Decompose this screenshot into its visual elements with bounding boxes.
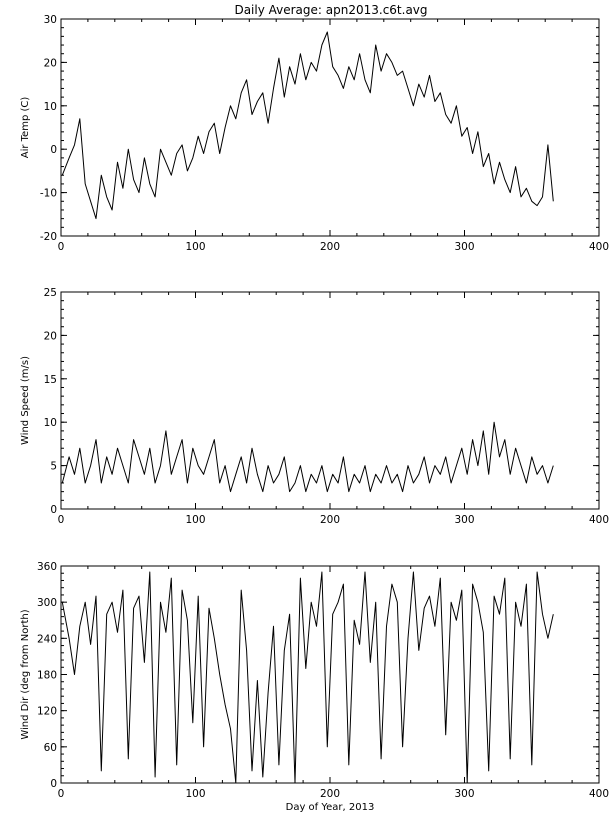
x-tick-label: 200	[320, 514, 340, 526]
panel-1: 0 100 200 300 400 -20 -10 0 10 20 30 Air Temp (C)	[20, 14, 609, 253]
series-line	[61, 571, 554, 784]
x-tick-label: 400	[589, 241, 609, 253]
y-tick-label: 20	[44, 57, 57, 69]
x-tick-label: 0	[58, 788, 65, 800]
y-tick-label: 180	[37, 670, 57, 682]
y-tick-label: -10	[40, 188, 57, 200]
y-tick-label: 10	[44, 101, 57, 113]
y-tick-label: 0	[50, 144, 57, 156]
x-tick-label: 100	[185, 241, 205, 253]
plot-frame	[60, 291, 600, 510]
y-tick-label: 120	[37, 706, 57, 718]
y-tick-label: 5	[50, 461, 57, 473]
chart-title: Daily Average: apn2013.c6t.avg	[234, 3, 427, 17]
panel-2: 0 100 200 300 400 0 5 10 15 20 25 Wind Speed (m/s)	[20, 287, 609, 526]
x-tick-label: 300	[454, 514, 474, 526]
series-line	[61, 421, 554, 493]
x-tick-label: 400	[589, 788, 609, 800]
x-tick-label: 200	[320, 788, 340, 800]
y-tick-label: 30	[44, 14, 57, 26]
y-tick-label: 300	[37, 597, 57, 609]
series-line	[61, 31, 554, 220]
y-tick-label: 15	[44, 374, 57, 386]
x-axis-title: Day of Year, 2013	[286, 802, 375, 813]
y-axis-title: Air Temp (C)	[20, 97, 31, 159]
y-axis-title: Wind Dir (deg from North)	[20, 609, 31, 739]
x-tick-label: 300	[454, 241, 474, 253]
y-tick-label: 240	[37, 633, 57, 645]
x-tick-label: 400	[589, 514, 609, 526]
y-tick-label: 0	[50, 504, 57, 516]
y-tick-label: 360	[37, 561, 57, 573]
x-tick-label: 0	[58, 514, 65, 526]
y-tick-label: 0	[50, 778, 57, 790]
x-tick-label: 300	[454, 788, 474, 800]
y-tick-label: 60	[44, 742, 57, 754]
y-tick-label: 10	[44, 417, 57, 429]
x-tick-label: 200	[320, 241, 340, 253]
panel-3: 0 100 200 300 400 0 60 120 180 240 300 360 Wind Dir …	[20, 561, 609, 813]
x-tick-label: 100	[185, 788, 205, 800]
y-tick-label: -20	[40, 231, 57, 243]
x-tick-label: 100	[185, 514, 205, 526]
y-tick-label: 25	[44, 287, 57, 299]
y-axis-title: Wind Speed (m/s)	[20, 356, 31, 445]
x-tick-label: 0	[58, 241, 65, 253]
y-tick-label: 20	[44, 330, 57, 342]
